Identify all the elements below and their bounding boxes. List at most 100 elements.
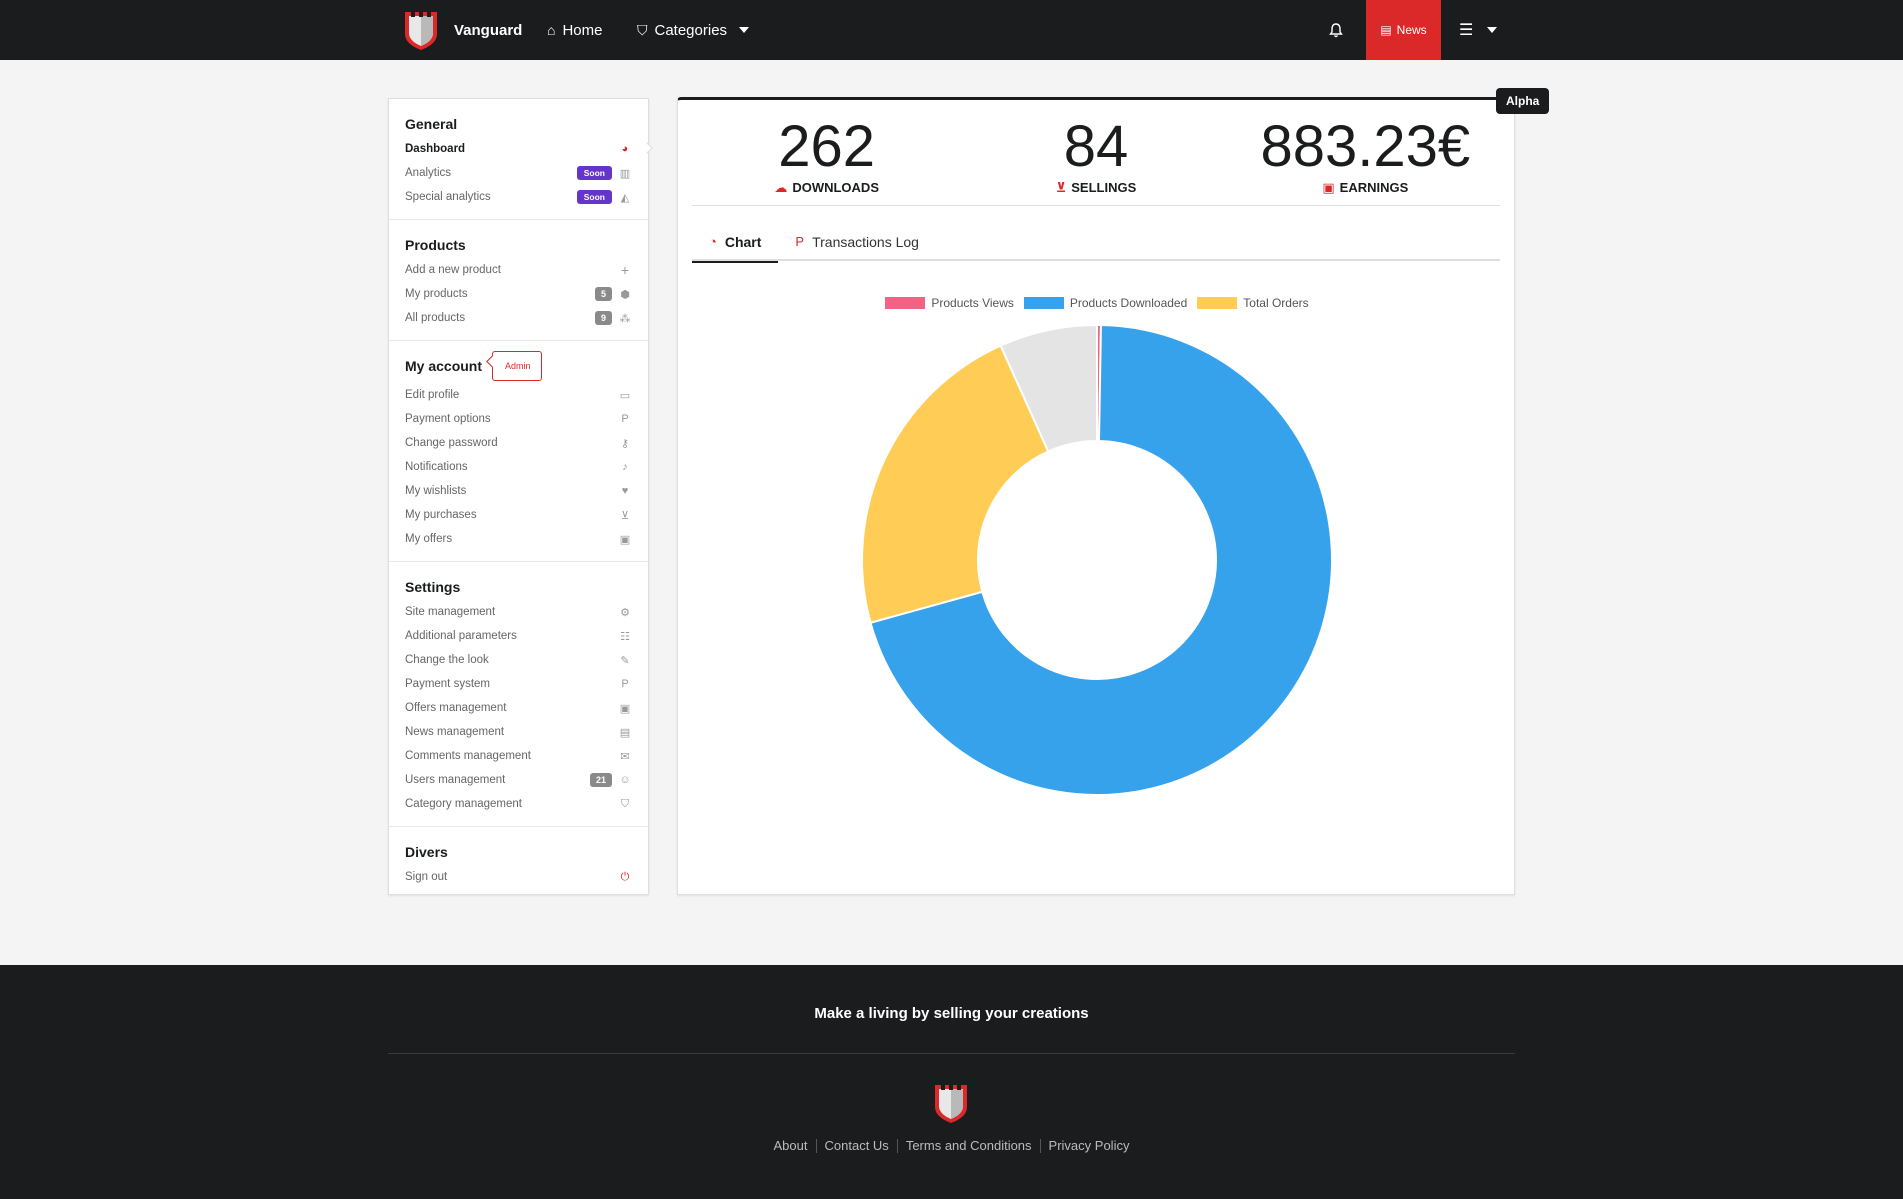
tab-bar: ◔ Chart P Transactions Log (692, 222, 1500, 263)
area-chart-icon: ◭ (620, 191, 630, 204)
legend-label: Total Orders (1243, 296, 1309, 310)
dashboard-icon: ◕ (621, 143, 629, 155)
section-title-label: My account (405, 358, 483, 374)
home-icon: ⌂ (547, 22, 556, 38)
sidebar-item-dashboard[interactable]: Dashboard ◕ (405, 137, 653, 161)
cogs-icon: ⚙ (620, 606, 630, 619)
footer-link-about[interactable]: About (773, 1138, 808, 1153)
doughnut-chart (861, 323, 1333, 796)
sidebar-item-add-product[interactable]: Add a new product + (405, 258, 632, 282)
sidebar-item-analytics[interactable]: Analytics Soon ▥ (405, 161, 632, 185)
cart-icon: ⊻ (620, 509, 630, 522)
sidebar-item-my-products[interactable]: My products 5 ⬢ (405, 282, 632, 306)
stat-label: EARNINGS (1339, 180, 1409, 195)
sidebar-item-news-management[interactable]: News management ▤ (405, 720, 632, 744)
news-label: News (1396, 23, 1427, 37)
sidebar-item-label: Sign out (405, 871, 448, 883)
section-title: My account Admin (405, 351, 632, 381)
stat-downloads: 262 ☁ DOWNLOADS (692, 114, 961, 205)
sliders-icon: ☷ (620, 630, 630, 643)
sidebar-section-settings: Settings Site management ⚙ Additional pa… (389, 562, 648, 827)
pie-chart-icon: ◔ (709, 234, 717, 249)
chart-slice-other[interactable] (999, 323, 1098, 453)
sidebar-item-edit-profile[interactable]: Edit profile ▭ (405, 383, 632, 407)
sidebar-item-site-management[interactable]: Site management ⚙ (405, 600, 632, 624)
bell-icon (1329, 22, 1343, 37)
news-button[interactable]: ▤ News (1366, 0, 1441, 60)
sidebar-item-sign-out[interactable]: Sign out ⏻ (405, 865, 632, 889)
id-card-icon: ▭ (619, 389, 631, 402)
tab-chart[interactable]: ◔ Chart (692, 222, 779, 263)
count-badge: 21 (589, 773, 612, 787)
nav-categories-dropdown[interactable]: ⛉ Categories (637, 0, 750, 60)
sidebar-item-label: Change password (405, 437, 498, 449)
brand-name: Vanguard (454, 21, 523, 39)
sidebar-item-payment-system[interactable]: Payment system P (405, 672, 632, 696)
sidebar-item-change-password[interactable]: Change password ⚷ (405, 431, 632, 455)
legend-swatch (885, 297, 926, 309)
sidebar-item-label: Site management (405, 606, 496, 618)
chart-legend: Products Views Products Downloaded Total O… (678, 296, 1516, 310)
section-title: Divers (405, 844, 448, 860)
sidebar-item-users-management[interactable]: Users management 21 ☺ (405, 768, 632, 792)
sidebar-item-comments-management[interactable]: Comments management ✉ (405, 744, 632, 768)
shield-logo-icon (405, 12, 437, 50)
heart-icon: ♥ (621, 485, 629, 497)
sidebar-item-label: My offers (405, 533, 453, 545)
brand[interactable]: Vanguard (403, 8, 522, 52)
footer-links: About Contact Us Terms and Conditions Pr… (0, 1139, 1903, 1153)
bell-icon: ♪ (622, 461, 628, 473)
sidebar-item-label: Additional parameters (405, 630, 517, 642)
sidebar-item-category-management[interactable]: Category management ⛉ (405, 792, 632, 816)
footer-tagline: Make a living by selling your creations (814, 1005, 1089, 1022)
legend-item[interactable]: Products Views (885, 296, 1014, 310)
legend-swatch (1197, 297, 1238, 309)
sidebar-item-additional-parameters[interactable]: Additional parameters ☷ (405, 624, 632, 648)
cloud-download-icon: ☁ (774, 180, 788, 195)
footer-link-terms[interactable]: Terms and Conditions (896, 1139, 1040, 1153)
sidebar-item-label: Edit profile (405, 389, 460, 401)
legend-swatch (1023, 297, 1064, 309)
sidebar-item-all-products[interactable]: All products 9 ⁂ (405, 306, 632, 330)
bar-chart-icon: ▥ (619, 167, 631, 180)
sidebar-item-label: Offers management (405, 702, 507, 714)
chart-slice-products-downloaded[interactable] (869, 324, 1333, 796)
section-title: Products (405, 237, 466, 253)
gift-icon: ▣ (619, 533, 631, 546)
cubes-icon: ⁂ (619, 312, 631, 325)
stat-value: 84 (1063, 114, 1129, 179)
stat-value: 883.23€ (1260, 114, 1471, 179)
footer: Make a living by selling your creations … (0, 965, 1903, 1199)
sidebar-item-label: Analytics (405, 167, 452, 179)
chart-slice-total-orders[interactable] (861, 344, 1050, 624)
nav-categories-label: Categories (654, 21, 728, 39)
sidebar: General Dashboard ◕ Analytics Soon ▥ Spe… (388, 98, 653, 895)
sidebar-item-label: Add a new product (405, 264, 501, 276)
footer-link-privacy[interactable]: Privacy Policy (1039, 1139, 1138, 1153)
sidebar-item-special-analytics[interactable]: Special analytics Soon ◭ (405, 185, 632, 209)
sidebar-item-offers[interactable]: My offers ▣ (405, 527, 632, 551)
sidebar-item-label: Notifications (405, 461, 468, 473)
footer-link-contact[interactable]: Contact Us (815, 1139, 897, 1153)
legend-label: Products Views (931, 296, 1014, 310)
sidebar-item-offers-management[interactable]: Offers management ▣ (405, 696, 632, 720)
paypal-icon: P (621, 413, 629, 425)
money-icon: ▣ (1322, 180, 1335, 195)
notifications-button[interactable] (1329, 0, 1343, 60)
sidebar-item-label: My wishlists (405, 485, 467, 497)
sidebar-item-change-look[interactable]: Change the look ✎ (405, 648, 632, 672)
nav-home[interactable]: ⌂ Home (547, 0, 602, 60)
legend-item[interactable]: Products Downloaded (1023, 296, 1187, 310)
sidebar-item-label: Comments management (405, 750, 531, 762)
tab-transactions-log[interactable]: P Transactions Log (778, 222, 936, 261)
sidebar-item-wishlists[interactable]: My wishlists ♥ (405, 479, 632, 503)
sidebar-item-label: News management (405, 726, 505, 738)
section-title: Settings (405, 579, 461, 595)
menu-dropdown[interactable]: ☰ (1459, 0, 1498, 60)
legend-item[interactable]: Total Orders (1197, 296, 1309, 310)
sidebar-item-payment-options[interactable]: Payment options P (405, 407, 632, 431)
sidebar-item-purchases[interactable]: My purchases ⊻ (405, 503, 632, 527)
sidebar-item-notifications[interactable]: Notifications ♪ (405, 455, 632, 479)
sidebar-item-label: Change the look (405, 654, 489, 666)
key-icon: ⚷ (620, 437, 630, 450)
